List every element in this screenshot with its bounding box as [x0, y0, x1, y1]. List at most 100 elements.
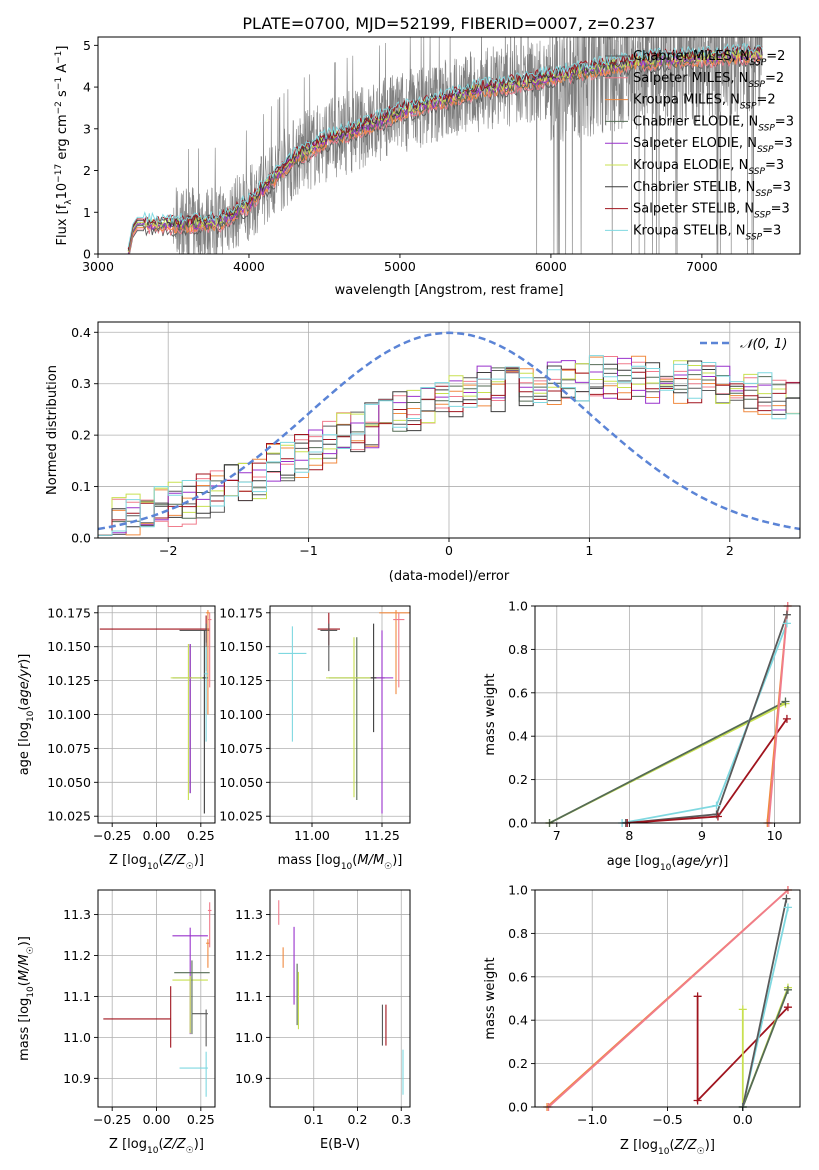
label-part: (	[17, 981, 32, 986]
legend-sub: SSP	[755, 189, 772, 199]
label-part: (	[671, 854, 676, 869]
plots-layer: 3000 4000 5000 6000 7000 0 1 2 3 4 5 wavelength [An…	[17, 36, 801, 1157]
x-tick-label: 0.0	[733, 1112, 753, 1127]
x-tick-label: 9	[698, 828, 706, 843]
y-tick-label: 10.075	[219, 741, 263, 756]
model-line-8	[127, 42, 763, 248]
label-part: (	[17, 706, 32, 711]
weight-line-1	[549, 700, 786, 823]
histogram-step-0	[98, 363, 800, 536]
label-part: ☉	[26, 946, 36, 954]
y-tick-label: 2	[83, 163, 91, 178]
axes-spectrum: 3000 4000 5000 6000 7000 0 1 2 3 4 5 wavelength [An…	[54, 36, 801, 298]
legend-text-end: =3	[773, 136, 792, 151]
weight-marker	[783, 985, 792, 994]
axes-mass-vs-ebv: 0.1 0.2 0.3 10.9 11.0 11.1 11.2 11.3 E(B-V)	[235, 889, 411, 1152]
y-tick-label: 3	[83, 121, 91, 136]
label-part: age [log	[17, 722, 32, 775]
y-tick-label: 10.075	[47, 741, 91, 756]
legend-text: Kroupa STELIB, N	[633, 223, 746, 238]
label-part: )]	[392, 853, 402, 868]
y-tick-label: 10.125	[47, 673, 91, 688]
legend-text: Kroupa MILES, N	[633, 93, 740, 108]
weight-line-6	[767, 606, 789, 823]
y-axis-label: age [log10(age/yr)]	[17, 654, 36, 776]
y-tick-label: 10.175	[219, 605, 263, 620]
y-tick-label: 1.0	[508, 883, 528, 898]
legend-text-end: =3	[765, 158, 784, 173]
x-tick-label: 8	[625, 828, 633, 843]
y-tick-label: 11.2	[235, 948, 263, 963]
label-part: erg cm	[55, 114, 70, 163]
legend-sub: SSP	[757, 145, 774, 155]
label-part: −1	[54, 77, 64, 90]
x-tick-label: 11.00	[294, 828, 330, 843]
weight-marker	[738, 1005, 747, 1014]
weight-line-1	[547, 890, 789, 1107]
weight-line-3	[625, 614, 788, 823]
label-part: Z/Z	[163, 853, 187, 868]
y-tick-label: 4	[83, 80, 91, 95]
label-part: A	[55, 64, 70, 77]
axes-age-vs-Z: −0.25 0.00 0.25 10.025 10.050 10.075 10.100 10.…	[17, 605, 216, 872]
y-tick-label: 0.0	[71, 531, 91, 546]
x-tick-label: 0.00	[143, 1112, 171, 1127]
y-tick-label: 10.9	[235, 1071, 263, 1086]
x-tick-label: −1.0	[577, 1112, 607, 1127]
y-tick-label: 10.9	[63, 1071, 91, 1086]
axes-massweight-vs-Z: −1.0 −0.5 0.0 0.0 0.2 0.4 0.6 0.8 1.0 Z [log10(Z/…	[483, 883, 801, 1157]
legend-label-5: Kroupa ELODIE, NSSP=3	[633, 158, 784, 177]
y-tick-label: 10.025	[47, 809, 91, 824]
legend-text-end: =2	[766, 49, 785, 64]
x-tick-label: 0.25	[187, 828, 215, 843]
label-part: 10	[147, 1146, 159, 1156]
label-part: ☉	[384, 862, 392, 872]
y-tick-label: 11.0	[63, 1030, 91, 1045]
legend-text-end: =3	[771, 202, 790, 217]
label-part: E(B-V)	[320, 1137, 360, 1152]
x-axis-label: age [log10(age/yr)]	[607, 854, 729, 873]
model-line-6	[127, 46, 763, 251]
legend-sub: SSP	[750, 58, 767, 68]
axes-frame	[534, 605, 801, 824]
legend-text: Chabrier MILES, N	[633, 49, 750, 64]
x-tick-label: 10	[767, 828, 783, 843]
y-tick-label: 0.4	[508, 729, 528, 744]
y-tick-label: 0.8	[508, 642, 528, 657]
x-tick-label: 5000	[384, 259, 416, 274]
label-part: (	[352, 853, 357, 868]
axes-frame	[269, 889, 411, 1108]
weight-marker	[782, 619, 791, 628]
legend-sub: SSP	[748, 80, 765, 90]
label-part: )]	[194, 1137, 204, 1152]
figure-title: PLATE=0700, MJD=52199, FIBERID=0007, z=0…	[242, 14, 655, 33]
x-tick-label: 0.2	[348, 1112, 368, 1127]
y-tick-label: 0.3	[71, 376, 91, 391]
y-tick-label: 11.3	[235, 907, 263, 922]
weight-marker	[783, 903, 792, 912]
label-part: −1	[54, 51, 64, 64]
plot-area-massweight-vs-Z	[546, 890, 789, 1107]
y-tick-label: 1.0	[508, 599, 528, 614]
legend-label-0: Chabrier MILES, NSSP=2	[633, 49, 785, 68]
label-part: Flux [f	[55, 204, 70, 245]
legend-normal-label: 𝒩(0, 1)	[740, 337, 787, 352]
x-tick-label: 0	[445, 543, 453, 558]
label-part: age/yr	[676, 854, 719, 869]
weight-marker	[693, 1096, 702, 1105]
label-part: ☉	[186, 1146, 194, 1156]
plot-area-massweight-vs-age	[549, 606, 789, 823]
weight-marker	[783, 1003, 792, 1012]
label-part: 10	[660, 863, 672, 873]
y-tick-label: 10.025	[219, 809, 263, 824]
x-axis-label: Z [log10(Z/Z☉)]	[109, 853, 204, 872]
x-axis-label: wavelength [Angstrom, rest frame]	[335, 283, 564, 298]
x-tick-label: 7	[553, 828, 561, 843]
y-tick-label: 11.1	[63, 989, 91, 1004]
y-tick-label: 0.2	[71, 428, 91, 443]
legend-text-end: =2	[756, 93, 775, 108]
plot-area-spectrum	[127, 37, 763, 254]
label-part: Z [log	[109, 853, 147, 868]
x-axis-label: E(B-V)	[320, 1137, 360, 1152]
